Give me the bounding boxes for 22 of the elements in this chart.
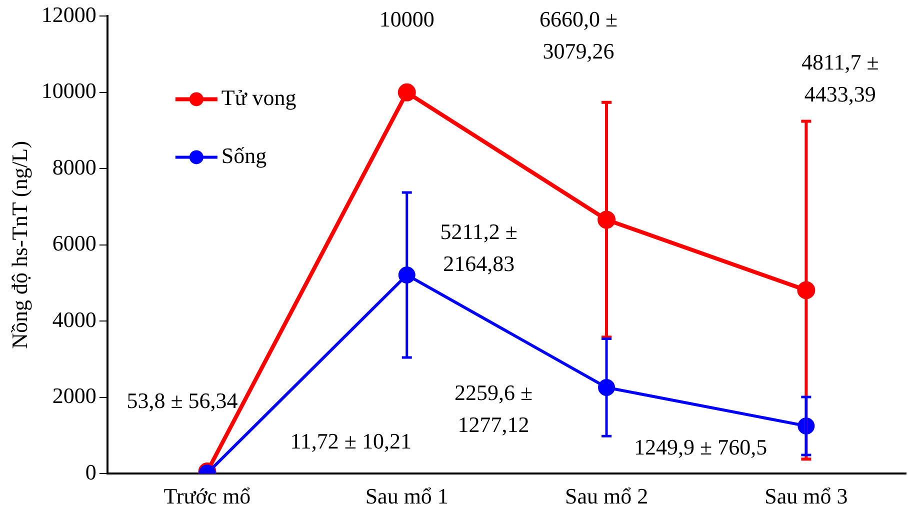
annotation: 1249,9 ± 760,5 [634, 434, 768, 460]
x-tick-label: Sau mổ 1 [365, 484, 448, 509]
annotation: 2259,6 ± 1277,12 [454, 380, 533, 437]
legend-label: Tử vong [221, 84, 296, 110]
y-tick-label: 2000 [52, 383, 96, 408]
x-tick-label: Sau mổ 3 [764, 484, 848, 509]
y-tick-label: 8000 [52, 154, 96, 180]
annotation: 53,8 ± 56,34 [126, 388, 238, 414]
annotation: 10000 [379, 6, 434, 32]
y-tick-label: 12000 [41, 2, 96, 27]
annotation: 6660,0 ± 3079,26 [539, 6, 618, 64]
annotation: 11,72 ± 10,21 [290, 428, 412, 454]
x-tick-label: Sau mổ 2 [564, 484, 648, 509]
annotation: 4811,7 ± 4433,39 [802, 50, 879, 107]
y-axis-title: Nồng độ hs-TnT (ng/L) [6, 140, 32, 349]
y-tick-label: 6000 [52, 230, 96, 256]
y-tick-label: 4000 [52, 306, 96, 332]
y-tick-label: 0 [85, 459, 96, 484]
annotation: 5211,2 ± 2164,83 [440, 219, 518, 276]
x-tick-label: Trước mổ [164, 484, 251, 509]
y-tick-label: 10000 [41, 78, 96, 104]
legend-label: Sống [221, 142, 267, 168]
